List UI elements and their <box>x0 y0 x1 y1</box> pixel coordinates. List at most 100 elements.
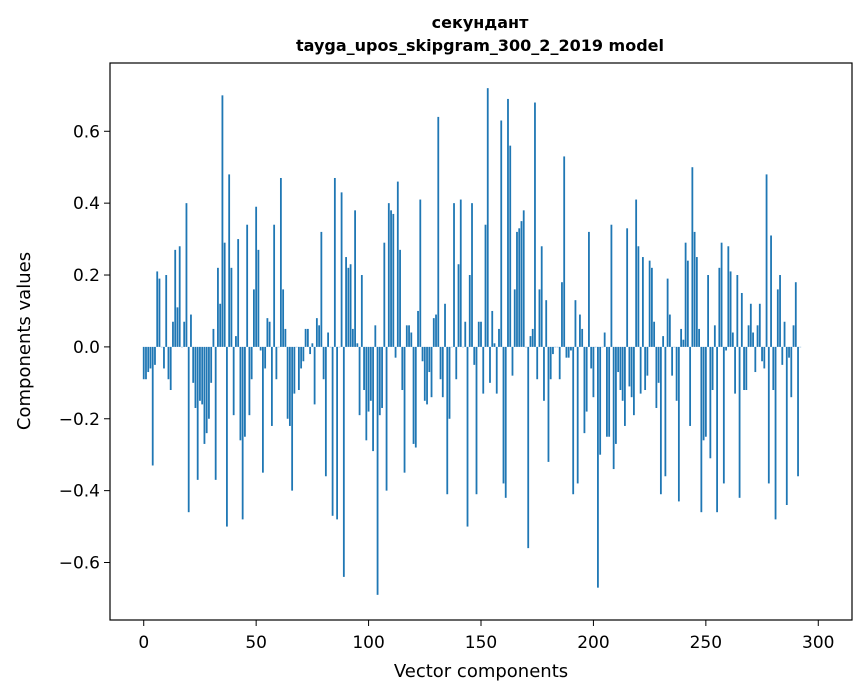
bar-9 <box>163 346 165 369</box>
x-tick-label: 300 <box>802 633 834 653</box>
bar-33 <box>217 267 219 347</box>
bar-177 <box>540 246 543 347</box>
bar-210 <box>615 346 617 444</box>
x-tick-label: 200 <box>577 633 609 653</box>
bar-112 <box>394 346 397 358</box>
bar-125 <box>423 346 426 401</box>
bar-105 <box>378 346 381 416</box>
bar-191 <box>572 346 575 495</box>
bar-154 <box>489 346 491 383</box>
bar-88 <box>340 192 343 347</box>
bar-178 <box>543 346 545 401</box>
bar-284 <box>781 346 784 365</box>
bar-161 <box>504 346 507 498</box>
bar-139 <box>455 346 458 380</box>
bar-239 <box>680 328 683 347</box>
bar-244 <box>691 167 694 347</box>
bar-157 <box>495 346 498 394</box>
y-tick-label: −0.2 <box>59 410 100 430</box>
bar-275 <box>761 346 763 362</box>
bar-163 <box>509 145 512 347</box>
bar-79 <box>320 231 323 347</box>
bar-10 <box>165 275 168 347</box>
bar-164 <box>511 346 514 376</box>
bar-260 <box>727 246 730 347</box>
bar-264 <box>736 275 739 347</box>
bar-92 <box>349 264 352 347</box>
bar-168 <box>520 221 523 347</box>
bar-253 <box>711 346 714 391</box>
bar-76 <box>313 346 316 405</box>
bar-24 <box>196 346 199 480</box>
bar-27 <box>203 346 206 444</box>
bar-227 <box>653 321 656 347</box>
bar-251 <box>707 275 709 347</box>
bar-162 <box>507 98 509 347</box>
x-axis-ticks: 0 50 100 150 200 250 300 <box>138 620 834 653</box>
bar-238 <box>677 346 680 502</box>
bar-103 <box>374 325 377 347</box>
bar-72 <box>304 328 307 347</box>
bar-49 <box>253 289 255 347</box>
bar-228 <box>655 346 658 408</box>
bar-160 <box>502 346 505 484</box>
bar-215 <box>626 228 629 347</box>
bar-108 <box>385 346 388 491</box>
bar-4 <box>151 346 154 466</box>
bar-218 <box>633 346 635 416</box>
bar-75 <box>311 343 314 347</box>
x-tick-label: 250 <box>690 633 722 653</box>
bar-206 <box>606 346 608 437</box>
bar-77 <box>315 318 318 347</box>
y-tick-label: −0.4 <box>59 482 100 502</box>
bar-138 <box>453 203 455 347</box>
bar-256 <box>718 267 721 347</box>
x-axis-label: Vector components <box>394 661 568 682</box>
bar-0 <box>142 346 145 380</box>
bar-39 <box>230 267 233 347</box>
bar-273 <box>756 325 759 347</box>
bar-29 <box>208 346 210 419</box>
bar-73 <box>306 328 309 347</box>
bar-186 <box>561 282 563 347</box>
bar-114 <box>399 249 401 347</box>
bar-196 <box>583 346 586 434</box>
bar-232 <box>664 346 667 477</box>
bar-64 <box>286 346 289 419</box>
bar-169 <box>522 210 525 347</box>
bar-7 <box>158 278 161 347</box>
bars-group <box>142 88 802 595</box>
bar-259 <box>725 346 727 351</box>
bar-16 <box>178 246 181 347</box>
bar-85 <box>333 177 336 347</box>
bar-52 <box>259 346 262 351</box>
bar-37 <box>226 346 228 527</box>
bar-291 <box>797 346 799 477</box>
bar-199 <box>590 346 593 369</box>
bar-185 <box>558 346 561 380</box>
bar-22 <box>192 346 195 383</box>
bar-93 <box>351 328 354 347</box>
bar-136 <box>448 346 451 419</box>
bar-14 <box>174 249 177 347</box>
bar-104 <box>376 346 379 595</box>
bar-240 <box>682 339 685 347</box>
bar-223 <box>644 346 647 391</box>
bar-38 <box>228 174 231 347</box>
y-tick-label: −0.6 <box>59 554 100 574</box>
x-tick-label: 50 <box>245 633 267 653</box>
bar-159 <box>500 120 503 347</box>
bar-123 <box>419 199 422 347</box>
bar-100 <box>367 346 370 412</box>
bar-278 <box>767 346 770 484</box>
bar-147 <box>473 346 476 365</box>
bar-21 <box>190 314 192 347</box>
bar-20 <box>187 346 190 513</box>
bar-254 <box>713 325 716 347</box>
bar-91 <box>347 267 350 347</box>
bar-211 <box>617 346 620 373</box>
bar-276 <box>763 346 766 369</box>
bar-46 <box>246 224 249 347</box>
